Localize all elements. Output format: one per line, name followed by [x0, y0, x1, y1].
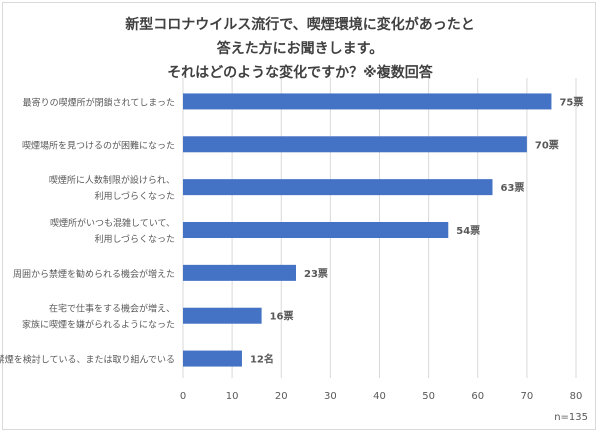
bar	[183, 264, 296, 281]
data-label: 70票	[535, 139, 559, 151]
chart-title-line-2: 答えた方にお聞きします。	[216, 41, 384, 57]
bar	[183, 93, 552, 110]
bar	[183, 222, 449, 238]
category-label: 利用しづらくなった	[95, 190, 175, 202]
x-tick-label: 50	[422, 391, 435, 402]
x-tick-label: 10	[226, 391, 239, 402]
category-label: 家族に喫煙を嫌がられるようになった	[22, 319, 175, 331]
bar	[183, 350, 242, 367]
x-tick-label: 40	[373, 391, 386, 402]
category-label: 利用しづらくなった	[95, 233, 175, 245]
bar	[183, 179, 493, 196]
category-label: 禁煙を検討している、または取り組んでいる	[0, 354, 175, 366]
x-tick-label: 60	[471, 391, 484, 402]
x-tick-label: 30	[324, 391, 337, 402]
category-label: 最寄りの喫煙所が閉鎖されてしまった	[23, 96, 175, 108]
chart-title-line-3: それはどのような変化ですか？※複数回答	[167, 65, 433, 81]
category-label: 喫煙所がいつも混雑していて、	[50, 217, 175, 229]
data-label: 16票	[270, 311, 294, 323]
category-label: 周囲から禁煙を勧められる機会が増えた	[13, 268, 175, 280]
data-label: 12名	[250, 353, 274, 366]
sample-size-note: n=135	[554, 412, 588, 423]
category-label: 在宅で仕事をする機会が増え、	[49, 303, 175, 315]
data-label: 63票	[500, 182, 524, 194]
x-tick-label: 0	[180, 391, 186, 402]
bar	[183, 136, 527, 153]
category-label: 喫煙場所を見つけるのが困難になった	[22, 139, 175, 151]
x-tick-label: 70	[521, 391, 534, 402]
x-tick-label: 20	[275, 391, 288, 402]
x-tick-label: 80	[570, 391, 583, 402]
data-label: 23票	[304, 268, 328, 280]
data-label: 75票	[559, 96, 583, 108]
chart-title-line-1: 新型コロナウイルス流行で、喫煙環境に変化があったと	[125, 17, 475, 33]
chart-frame	[2, 2, 596, 430]
bar	[183, 307, 262, 324]
data-label: 54票	[456, 225, 480, 237]
category-label: 喫煙所に人数制限が設けられ、	[49, 174, 175, 186]
